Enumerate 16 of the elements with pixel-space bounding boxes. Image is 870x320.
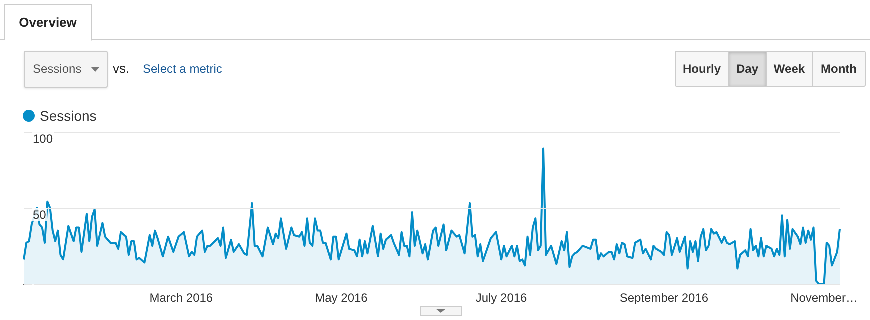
x-tick-label: March 2016 bbox=[150, 291, 214, 305]
text: Week bbox=[766, 52, 812, 86]
legend-label: Sessions bbox=[40, 108, 97, 124]
y-tick-label: 100 bbox=[33, 132, 54, 146]
text: Day bbox=[728, 52, 766, 86]
text: Overview bbox=[4, 4, 92, 41]
text: Month bbox=[812, 52, 865, 86]
y-tick-label: 50 bbox=[33, 208, 47, 222]
text: Hourly bbox=[676, 52, 728, 86]
x-tick-label: November… bbox=[790, 291, 858, 305]
x-tick-label: May 2016 bbox=[315, 291, 368, 305]
x-tick-label: September 2016 bbox=[620, 291, 709, 305]
text: vs. bbox=[113, 61, 130, 76]
x-tick-label: July 2016 bbox=[476, 291, 528, 305]
text: Select a metric bbox=[143, 62, 222, 76]
text: Sessions bbox=[33, 62, 82, 76]
